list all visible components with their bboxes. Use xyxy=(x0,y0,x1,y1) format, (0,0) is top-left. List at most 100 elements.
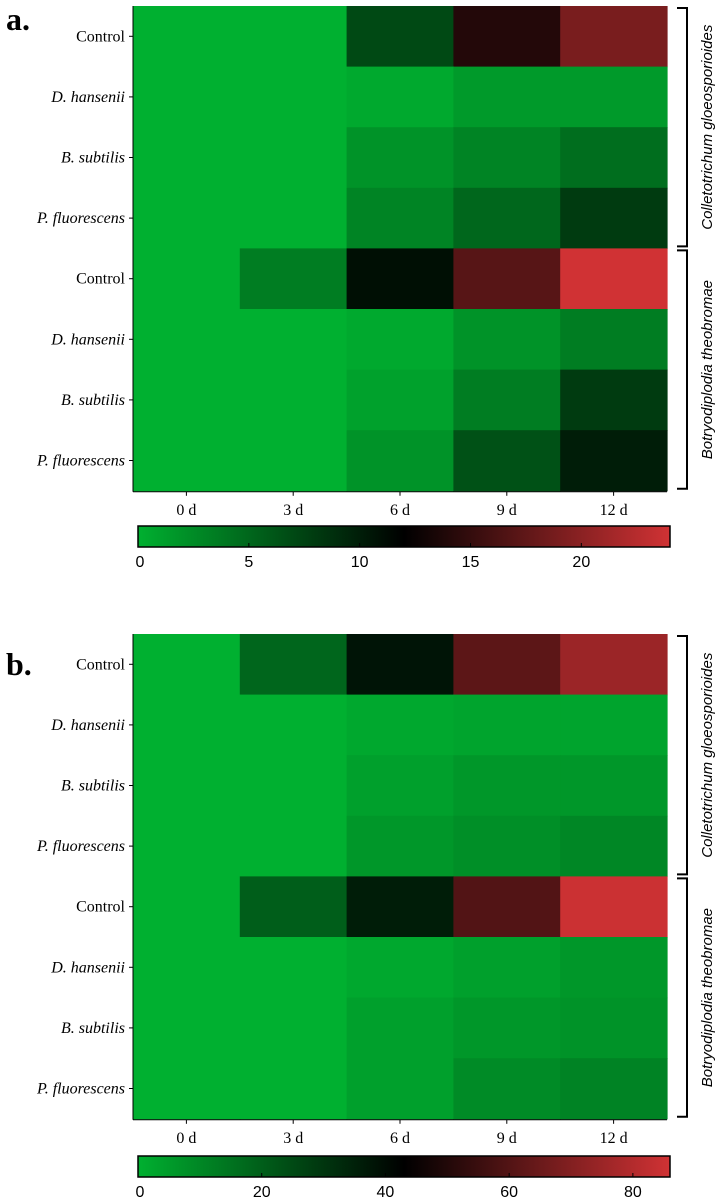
heatmap-cell xyxy=(560,430,668,492)
column-label: 0 d xyxy=(176,1130,196,1147)
heatmap-cell xyxy=(560,309,668,371)
row-label: P. fluorescens xyxy=(36,210,125,227)
heatmap-panel-a: a. Control D. hansenii B. subtilis P. fluore… xyxy=(6,1,716,571)
group-label: Colletotrichum gloeosporioides xyxy=(699,652,716,858)
row-label: D. hansenii xyxy=(50,331,125,348)
heatmap-cell xyxy=(346,755,454,817)
heatmap-cell xyxy=(133,997,241,1059)
heatmap-cell xyxy=(560,127,668,189)
colorbar-tick-label: 80 xyxy=(624,1184,642,1201)
colorbar-tick-label: 60 xyxy=(500,1184,518,1201)
heatmap-cell xyxy=(453,430,561,492)
heatmap-cell xyxy=(453,6,561,68)
heatmap-cell xyxy=(453,66,561,128)
row-label: P. fluorescens xyxy=(36,453,125,470)
heatmap-cell xyxy=(560,634,668,696)
heatmap-cell xyxy=(239,248,348,310)
heatmap-cell xyxy=(453,309,561,371)
colorbar-tick-label: 20 xyxy=(253,1184,271,1201)
heatmap-cell xyxy=(453,187,561,249)
heatmap-cell xyxy=(453,694,561,756)
heatmap-cell xyxy=(133,755,241,817)
heatmap-cell xyxy=(133,937,241,999)
row-label: P. fluorescens xyxy=(36,838,125,855)
heatmap-cell xyxy=(346,997,454,1059)
heatmap-cell xyxy=(239,127,348,189)
colorbar-tick-label: 40 xyxy=(377,1184,395,1201)
heatmap-cell xyxy=(239,430,348,492)
group-bracket xyxy=(677,877,688,1118)
group-bracket xyxy=(677,249,688,490)
heatmap-cell xyxy=(133,248,241,310)
group-label: Botryodiplodia theobromae xyxy=(699,280,716,459)
heatmap-cell xyxy=(133,369,241,431)
colorbar-tick-label: 15 xyxy=(462,554,480,571)
heatmap-cell xyxy=(346,127,454,189)
heatmap-cell xyxy=(560,815,668,877)
group-label: Botryodiplodia theobromae xyxy=(699,908,716,1087)
heatmap-cell xyxy=(453,1058,561,1120)
heatmap-cell xyxy=(560,997,668,1059)
group-label: Colletotrichum gloeosporioides xyxy=(699,24,716,230)
heatmap-cell xyxy=(346,634,454,696)
heatmap-cell xyxy=(560,66,668,128)
heatmap-cell xyxy=(560,937,668,999)
panel-label: b. xyxy=(6,646,32,682)
heatmap-cell xyxy=(133,6,241,68)
colorbar xyxy=(137,1155,671,1178)
heatmap-cell xyxy=(239,187,348,249)
heatmap-cell xyxy=(133,815,241,877)
heatmap-panel-b: b. Control D. hansenii B. subtilis P. fluore… xyxy=(6,634,716,1201)
heatmap-cell xyxy=(453,127,561,189)
heatmap-cell xyxy=(453,755,561,817)
group-bracket xyxy=(677,7,688,248)
heatmap-cell xyxy=(453,634,561,696)
heatmap-cell xyxy=(560,755,668,817)
row-label: Control xyxy=(76,899,125,916)
heatmap-cell xyxy=(453,876,561,938)
group-bracket xyxy=(677,635,688,876)
row-label: D. hansenii xyxy=(50,959,125,976)
column-label: 9 d xyxy=(497,502,517,519)
row-label: Control xyxy=(76,28,125,45)
heatmap-cell xyxy=(239,694,348,756)
heatmap-cell xyxy=(346,187,454,249)
row-label: D. hansenii xyxy=(50,717,125,734)
heatmap-cell xyxy=(239,876,348,938)
column-label: 6 d xyxy=(390,1130,410,1147)
heatmap-cell xyxy=(133,430,241,492)
row-label: B. subtilis xyxy=(61,1020,125,1037)
column-label: 12 d xyxy=(600,1130,628,1147)
heatmap-cell xyxy=(453,937,561,999)
heatmap-cell xyxy=(239,634,348,696)
colorbar xyxy=(137,525,671,548)
row-label: B. subtilis xyxy=(61,778,125,795)
heatmap-cell xyxy=(133,876,241,938)
heatmap-cell xyxy=(239,1058,348,1120)
heatmap-cell xyxy=(346,309,454,371)
heatmap-cell xyxy=(346,815,454,877)
heatmap-cell xyxy=(133,694,241,756)
colorbar-tick-label: 0 xyxy=(136,554,145,571)
row-label: D. hansenii xyxy=(50,89,125,106)
heatmap-cell xyxy=(133,634,241,696)
column-label: 12 d xyxy=(600,502,628,519)
heatmap-cell xyxy=(133,127,241,189)
row-label: P. fluorescens xyxy=(36,1081,125,1098)
heatmap-cell xyxy=(346,66,454,128)
heatmap-cell xyxy=(239,755,348,817)
heatmap-cell xyxy=(239,6,348,68)
heatmap-cell xyxy=(346,430,454,492)
column-label: 3 d xyxy=(283,1130,303,1147)
heatmap-cell xyxy=(560,6,668,68)
heatmap-cell xyxy=(346,248,454,310)
column-label: 9 d xyxy=(497,1130,517,1147)
heatmap-cell xyxy=(346,694,454,756)
heatmap-cell xyxy=(133,66,241,128)
colorbar-tick-label: 5 xyxy=(244,554,253,571)
heatmap-cell xyxy=(346,937,454,999)
heatmap-cell xyxy=(560,876,668,938)
heatmap-cell xyxy=(453,815,561,877)
column-label: 6 d xyxy=(390,502,410,519)
